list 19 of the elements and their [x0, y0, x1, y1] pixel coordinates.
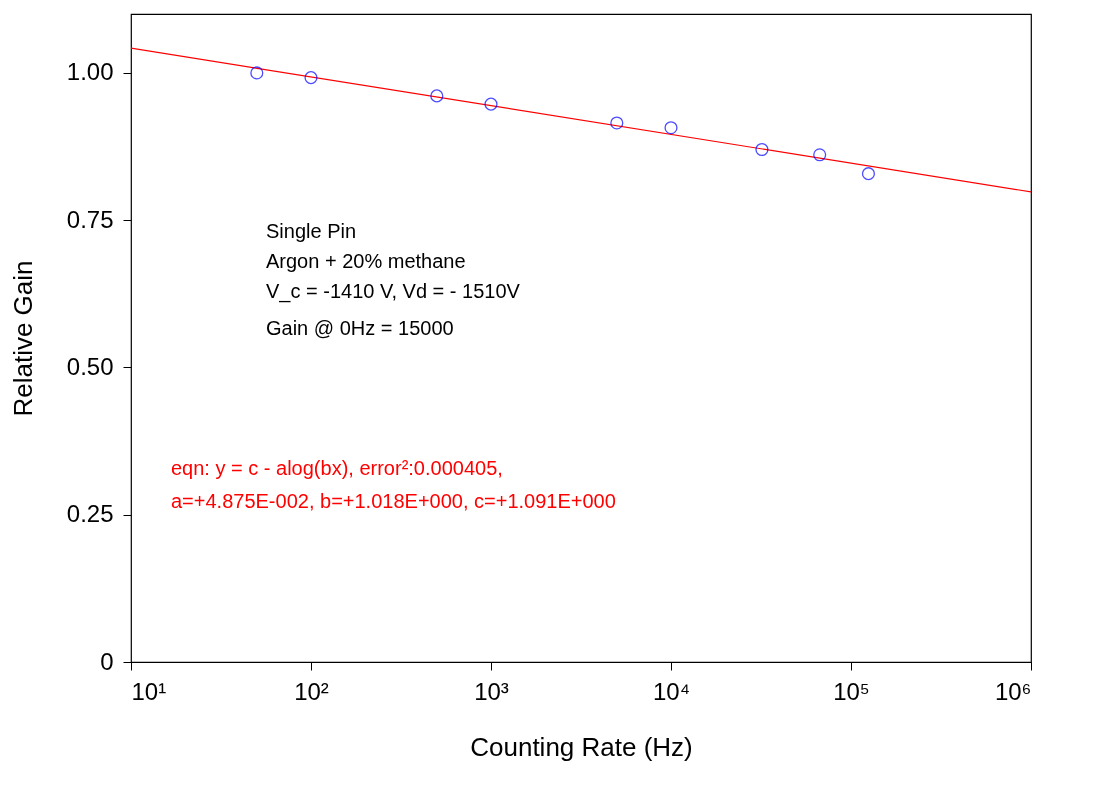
x-tick-label: 10¹ — [131, 677, 167, 705]
annotation: Argon + 20% methane — [266, 250, 466, 272]
annotation: eqn: y = c - alog(bx), error²:0.000405, — [171, 457, 503, 479]
annotation: V_c = -1410 V, Vd = - 1510V — [266, 280, 521, 303]
y-axis-title: Relative Gain — [7, 260, 38, 417]
x-axis-title: Counting Rate (Hz) — [470, 731, 693, 762]
annotation: Gain @ 0Hz = 15000 — [266, 317, 454, 339]
y-tick-label: 1.00 — [66, 58, 114, 86]
y-tick-label: 0.25 — [66, 500, 114, 528]
annotation: Single Pin — [266, 220, 357, 242]
annotation: a=+4.875E-002, b=+1.018E+000, c=+1.091E+000 — [171, 490, 616, 512]
x-tick-label: 10³ — [474, 677, 509, 705]
y-tick-label: 0 — [100, 647, 114, 675]
x-tick-label: 10⁴ — [652, 677, 691, 705]
y-tick-label: 0.75 — [66, 205, 114, 233]
x-tick-label: 10⁵ — [833, 677, 870, 705]
x-tick-label: 10⁶ — [994, 677, 1032, 705]
y-tick-label: 0.50 — [66, 352, 114, 380]
x-tick-label: 10² — [294, 677, 329, 705]
